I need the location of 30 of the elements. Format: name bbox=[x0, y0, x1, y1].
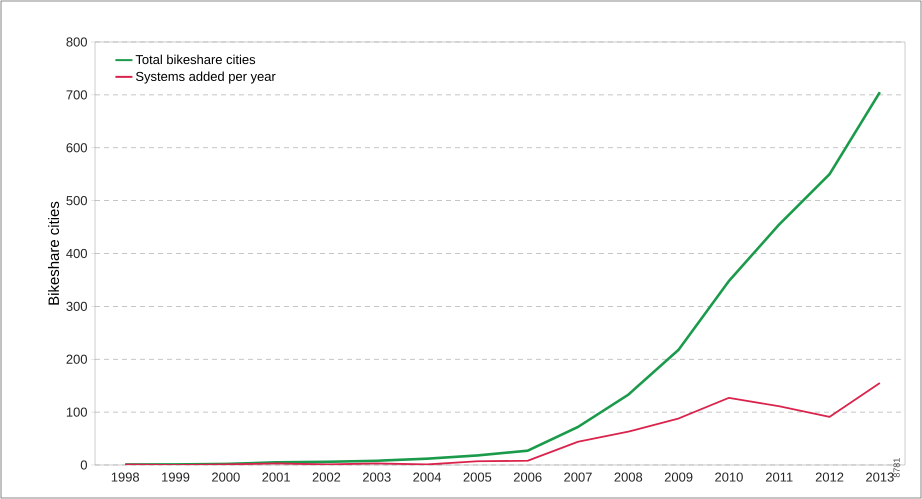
x-tick-label: 2000 bbox=[212, 472, 240, 482]
y-tick-label: 100 bbox=[66, 408, 87, 417]
legend-label: Systems added per year bbox=[136, 71, 276, 84]
x-tick-label: 2002 bbox=[312, 472, 340, 482]
x-tick-label: 2009 bbox=[664, 472, 692, 482]
legend-label: Total bikeshare cities bbox=[136, 54, 256, 64]
x-tick-label: 2007 bbox=[564, 472, 592, 482]
x-tick-label: 2006 bbox=[514, 472, 542, 482]
y-tick-label: 700 bbox=[66, 90, 87, 100]
x-tick-label: 2003 bbox=[363, 472, 391, 482]
x-tick-label: 2011 bbox=[766, 472, 793, 482]
x-tick-label: 2005 bbox=[464, 472, 492, 482]
x-tick-label: 2008 bbox=[614, 472, 642, 482]
y-axis-title: Bikeshare cities bbox=[48, 202, 60, 305]
line-series bbox=[124, 382, 881, 465]
y-tick-label: 600 bbox=[66, 143, 87, 152]
x-tick-label: 2012 bbox=[816, 472, 844, 482]
x-tick-label: 1998 bbox=[112, 472, 140, 482]
y-tick-label: 300 bbox=[66, 302, 87, 311]
y-tick-label: 500 bbox=[66, 196, 87, 206]
x-tick-label: 1999 bbox=[162, 472, 190, 482]
y-tick-label: 800 bbox=[66, 37, 87, 47]
x-tick-label: 2010 bbox=[715, 472, 743, 482]
annotation: 8781 bbox=[893, 458, 900, 478]
x-tick-label: 2013 bbox=[866, 472, 894, 482]
x-tick-label: 2004 bbox=[413, 472, 442, 482]
y-tick-label: 0 bbox=[80, 460, 87, 470]
x-tick-label: 2001 bbox=[262, 472, 290, 482]
y-tick-label: 200 bbox=[66, 354, 87, 364]
y-tick-label: 400 bbox=[66, 248, 87, 258]
